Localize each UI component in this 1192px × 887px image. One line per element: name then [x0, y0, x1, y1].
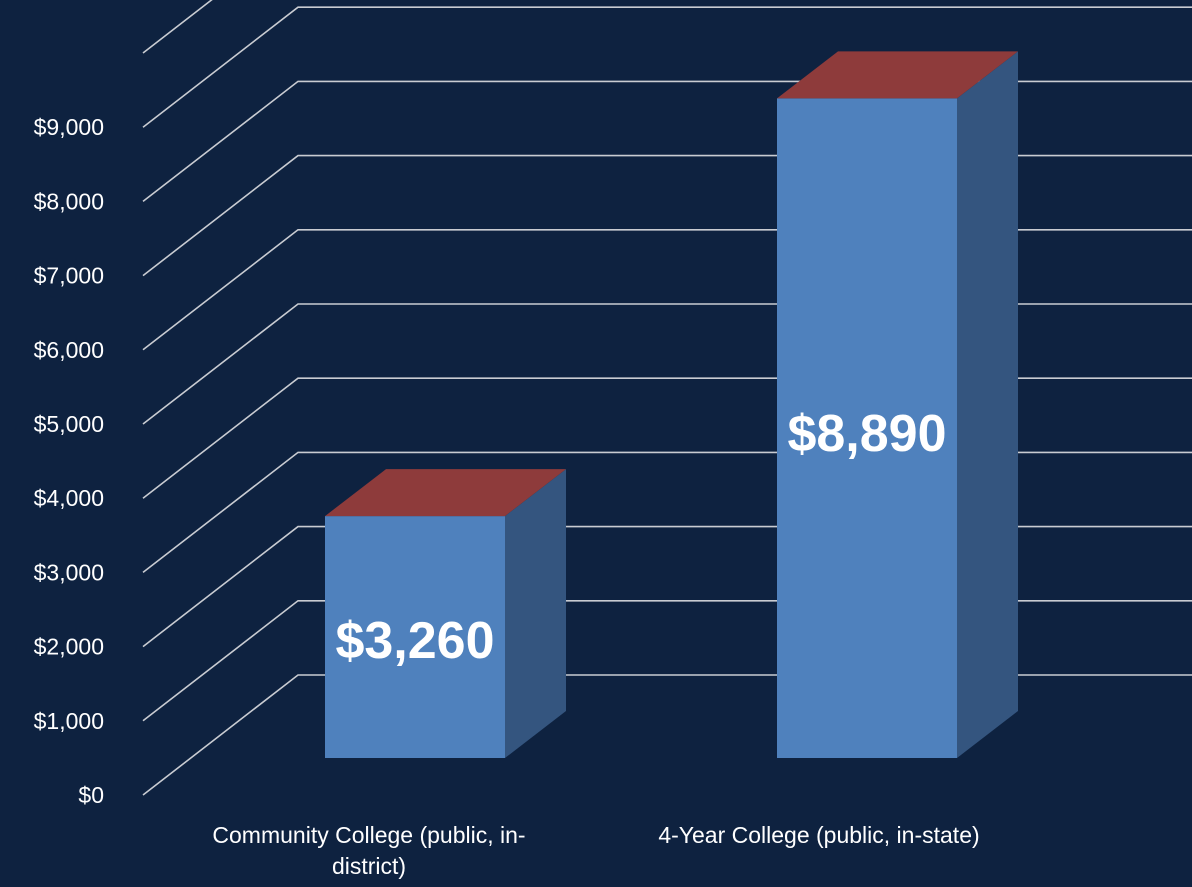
gridline [142, 599, 1192, 722]
gridline [142, 154, 1192, 277]
bar-front-face [325, 516, 505, 758]
gridline [142, 674, 1192, 796]
gridline [142, 377, 1192, 499]
data-labels: $3,260 $8,890 [335, 405, 946, 670]
gridline [142, 80, 1192, 203]
bar-side-face [957, 51, 1018, 758]
gridline [142, 525, 1192, 648]
category-label: 4-Year College (public, in-state) [658, 822, 979, 848]
gridline [142, 451, 1192, 574]
bar-top-face [777, 51, 1018, 99]
bar-side-face [505, 469, 566, 758]
bar-top-face [325, 469, 566, 517]
y-tick-label: $2,000 [34, 634, 104, 660]
gridline [142, 229, 1192, 351]
data-label: $8,890 [787, 405, 946, 463]
bar-front-face [777, 98, 957, 758]
y-tick-label: $8,000 [34, 188, 104, 214]
gridline [142, 6, 1192, 128]
y-tick-label: $0 [78, 782, 104, 808]
y-axis-tick-labels: $0 $1,000 $2,000 $3,000 $4,000 $5,000 $6,000 $7… [34, 114, 104, 808]
bar [777, 51, 1018, 758]
category-labels: Community College (public, in-district) 4… [212, 822, 979, 879]
data-label: $3,260 [335, 612, 494, 670]
category-label: Community College (public, in- [212, 822, 525, 848]
y-tick-label: $7,000 [34, 263, 104, 289]
gridlines [142, 0, 1192, 796]
y-tick-label: $3,000 [34, 559, 104, 585]
y-tick-label: $9,000 [34, 114, 104, 140]
y-tick-label: $5,000 [34, 411, 104, 437]
gridline [142, 0, 213, 54]
y-tick-label: $4,000 [34, 485, 104, 511]
gridline [142, 303, 1192, 425]
y-tick-label: $1,000 [34, 708, 104, 734]
bars [325, 51, 1018, 758]
bar [325, 469, 566, 758]
category-label: district) [332, 853, 406, 879]
y-tick-label: $6,000 [34, 337, 104, 363]
